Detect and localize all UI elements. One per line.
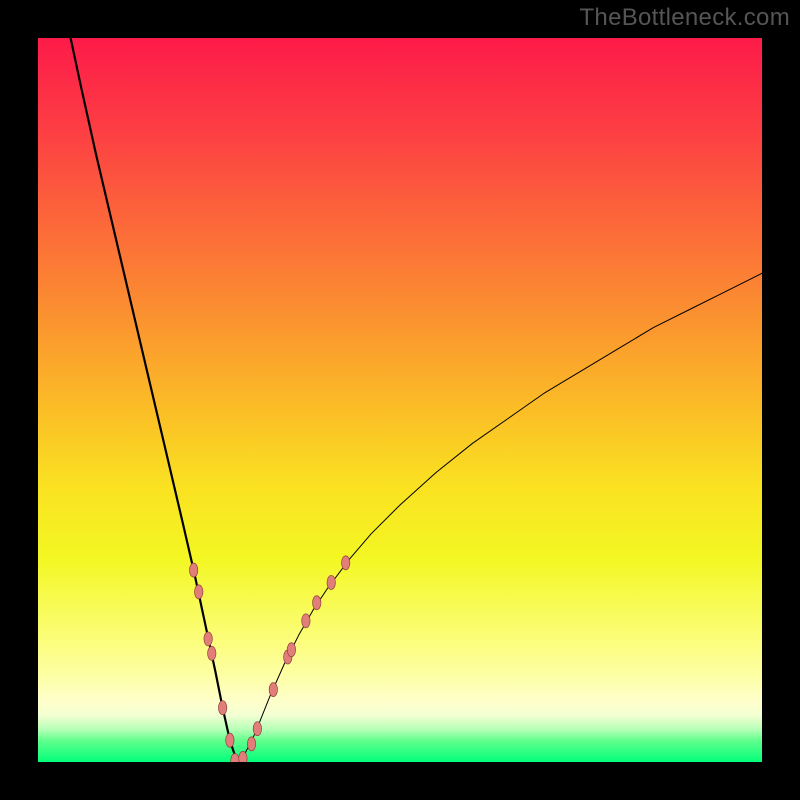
data-marker: [239, 751, 247, 762]
data-marker: [327, 575, 335, 589]
chart-background: [38, 38, 762, 762]
data-marker: [195, 585, 203, 599]
plot-area: [38, 38, 762, 762]
chart-svg: [38, 38, 762, 762]
chart-frame: TheBottleneck.com: [0, 0, 800, 800]
data-marker: [226, 733, 234, 747]
data-marker: [269, 683, 277, 697]
data-marker: [342, 556, 350, 570]
data-marker: [302, 614, 310, 628]
data-marker: [218, 701, 226, 715]
data-marker: [253, 722, 261, 736]
data-marker: [208, 646, 216, 660]
data-marker: [189, 563, 197, 577]
data-marker: [247, 737, 255, 751]
data-marker: [287, 643, 295, 657]
data-marker: [204, 632, 212, 646]
data-marker: [313, 596, 321, 610]
watermark-text: TheBottleneck.com: [579, 4, 790, 32]
